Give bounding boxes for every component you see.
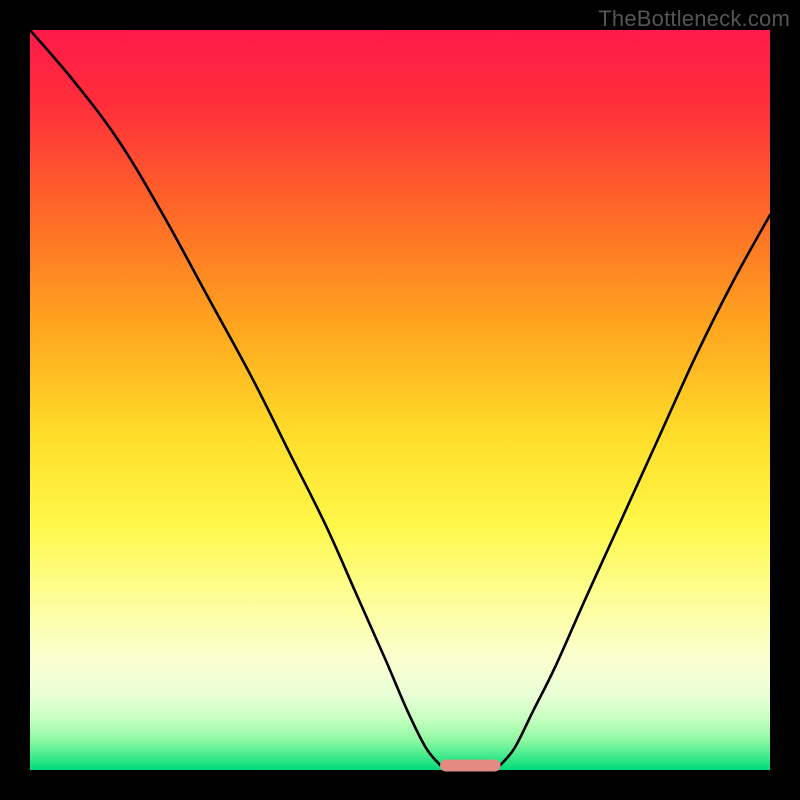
attribution-label: TheBottleneck.com: [598, 6, 790, 32]
bottleneck-chart: [0, 0, 800, 800]
chart-container: TheBottleneck.com: [0, 0, 800, 800]
optimal-range-marker: [440, 760, 501, 772]
